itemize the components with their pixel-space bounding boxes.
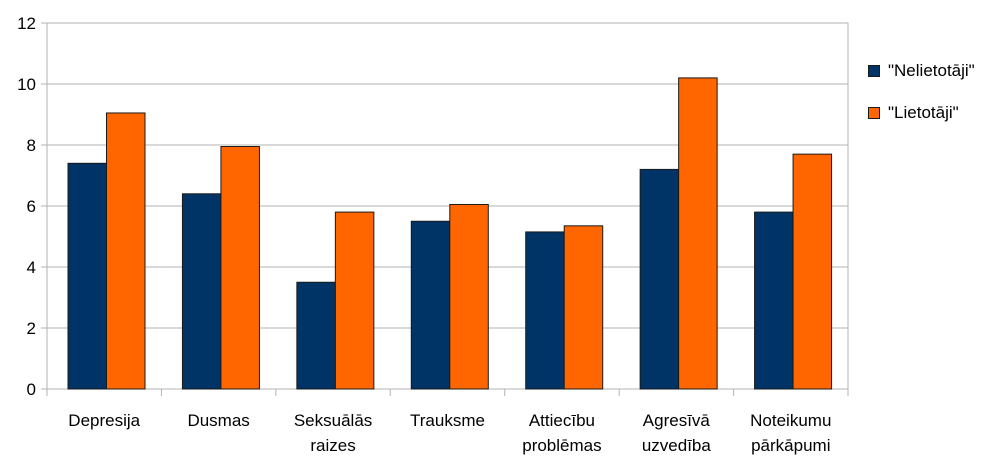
legend-swatch-nelietotaji xyxy=(868,65,880,77)
bar-nelietotaji xyxy=(181,193,222,390)
legend-item-lietotaji: "Lietotāji" xyxy=(868,102,975,124)
legend-label-lietotaji: "Lietotāji" xyxy=(888,103,959,122)
legend-swatch-lietotaji xyxy=(868,107,880,119)
x-tick-label: problēmas xyxy=(522,436,601,455)
bar-lietotaji xyxy=(792,153,833,390)
y-tick-label: 6 xyxy=(27,197,36,216)
bar-nelietotaji xyxy=(296,281,336,390)
bar-nelietotaji xyxy=(754,211,794,390)
bar-lietotaji xyxy=(220,146,260,390)
x-tick-label: Dusmas xyxy=(187,411,249,430)
x-tick-label: Noteikumu xyxy=(750,411,831,430)
bar-nelietotaji xyxy=(67,162,107,390)
legend-label-nelietotaji: "Nelietotāji" xyxy=(888,61,975,80)
bar-nelietotaji xyxy=(525,231,565,390)
x-tick-label: pārkāpumi xyxy=(751,436,830,455)
bar-lietotaji xyxy=(334,211,375,390)
bar-lietotaji xyxy=(449,203,489,390)
y-tick-label: 8 xyxy=(27,136,36,155)
y-tick-label: 10 xyxy=(17,75,36,94)
bar-lietotaji xyxy=(678,77,718,390)
bar-nelietotaji xyxy=(639,168,680,390)
bar-lietotaji xyxy=(106,112,146,390)
bar-lietotaji xyxy=(563,225,604,390)
legend-item-nelietotaji: "Nelietotāji" xyxy=(868,60,975,82)
x-tick-label: uzvedība xyxy=(642,436,712,455)
x-tick-label: Depresija xyxy=(68,411,140,430)
bar-nelietotaji xyxy=(410,220,451,390)
x-tick-label: Seksuālās xyxy=(294,411,372,430)
x-tick-label: Agresīvā xyxy=(643,411,711,430)
y-tick-label: 4 xyxy=(27,258,36,277)
y-tick-label: 2 xyxy=(27,319,36,338)
y-tick-label: 0 xyxy=(27,380,36,399)
legend: "Nelietotāji" "Lietotāji" xyxy=(868,60,975,144)
x-tick-label: Attiecību xyxy=(529,411,595,430)
x-tick-label: raizes xyxy=(310,436,355,455)
x-tick-label: Trauksme xyxy=(410,411,485,430)
y-tick-label: 12 xyxy=(17,14,36,33)
